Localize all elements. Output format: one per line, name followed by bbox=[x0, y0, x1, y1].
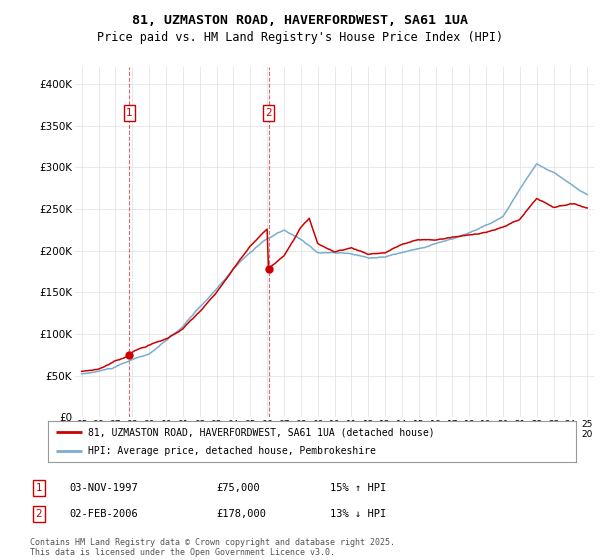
Text: 03-NOV-1997: 03-NOV-1997 bbox=[69, 483, 138, 493]
Text: £178,000: £178,000 bbox=[216, 509, 266, 519]
Text: 13% ↓ HPI: 13% ↓ HPI bbox=[330, 509, 386, 519]
Text: 02-FEB-2006: 02-FEB-2006 bbox=[69, 509, 138, 519]
Text: 81, UZMASTON ROAD, HAVERFORDWEST, SA61 1UA: 81, UZMASTON ROAD, HAVERFORDWEST, SA61 1… bbox=[132, 14, 468, 27]
Text: Contains HM Land Registry data © Crown copyright and database right 2025.
This d: Contains HM Land Registry data © Crown c… bbox=[30, 538, 395, 557]
Text: Price paid vs. HM Land Registry's House Price Index (HPI): Price paid vs. HM Land Registry's House … bbox=[97, 31, 503, 44]
Text: 81, UZMASTON ROAD, HAVERFORDWEST, SA61 1UA (detached house): 81, UZMASTON ROAD, HAVERFORDWEST, SA61 1… bbox=[88, 427, 434, 437]
Text: 1: 1 bbox=[35, 483, 43, 493]
Text: 2: 2 bbox=[35, 509, 43, 519]
Text: £75,000: £75,000 bbox=[216, 483, 260, 493]
Text: 15% ↑ HPI: 15% ↑ HPI bbox=[330, 483, 386, 493]
Text: 1: 1 bbox=[126, 108, 133, 118]
Text: 2: 2 bbox=[265, 108, 272, 118]
Text: HPI: Average price, detached house, Pembrokeshire: HPI: Average price, detached house, Pemb… bbox=[88, 446, 376, 456]
